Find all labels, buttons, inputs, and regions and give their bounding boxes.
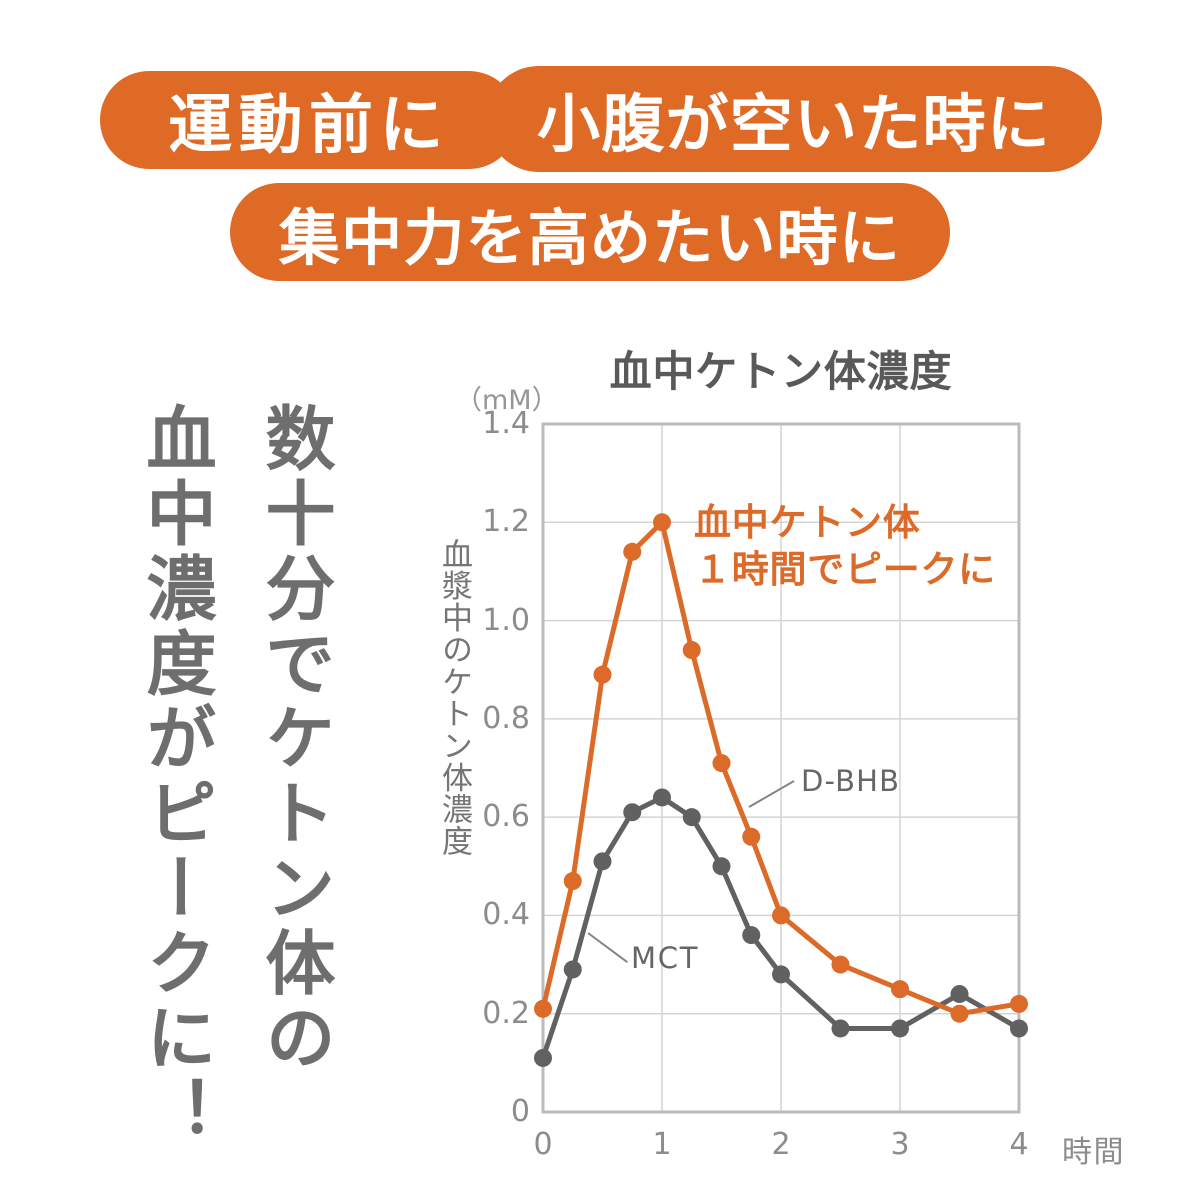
badge-label: 小腹が空いた時に <box>536 87 1052 161</box>
y-tick-0.6: 0.6 <box>482 799 530 835</box>
vertical-headline: 数十分でケトン体の 血中濃度がピークに！ <box>114 402 354 1202</box>
y-tick-0.8: 0.8 <box>482 700 530 736</box>
plot-border <box>541 422 1021 1114</box>
y-tick-0: 0 <box>510 1094 530 1129</box>
y-unit-label: （mM） <box>455 385 559 416</box>
headline-line-1: 数十分でケトン体の <box>254 402 336 1077</box>
x-tick-3: 3 <box>890 1127 910 1162</box>
series-MCT <box>534 788 1028 1067</box>
x-tick-2: 2 <box>771 1127 791 1162</box>
series-D-BHB <box>534 513 1028 1023</box>
headline-line-2: 血中濃度がピークに！ <box>135 402 217 1151</box>
y-tick-1.2: 1.2 <box>482 504 530 540</box>
dbhb-series-label: D-BHB <box>801 764 901 798</box>
mct-series-label: MCT <box>631 941 700 975</box>
x-tick-0: 0 <box>533 1127 553 1162</box>
badge-before-exercise: 運動前に <box>100 71 518 169</box>
badge-label: 運動前に <box>168 89 450 163</box>
x-axis-unit-label: 時間 <box>1062 1135 1125 1170</box>
y-axis-title: 血漿中のケトン体濃度 <box>436 538 472 858</box>
y-tick-1.4: 1.4 <box>482 406 530 441</box>
peak-annotation: 血中ケトン体 １時間でピークに <box>694 499 996 594</box>
x-tick-4: 4 <box>1009 1127 1029 1162</box>
y-tick-0.4: 0.4 <box>482 897 530 933</box>
y-tick-1.0: 1.0 <box>482 602 530 638</box>
chart-title: 血中ケトン体濃度 <box>609 347 953 396</box>
y-tick-0.2: 0.2 <box>482 995 530 1031</box>
peak-annotation-line-2: １時間でピークに <box>694 548 996 592</box>
peak-annotation-line-1: 血中ケトン体 <box>694 501 921 544</box>
badge-boost-focus: 集中力を高めたい時に <box>230 183 950 281</box>
badge-when-hungry: 小腹が空いた時に <box>486 66 1102 172</box>
x-tick-1: 1 <box>652 1127 672 1162</box>
badge-label: 集中力を高めたい時に <box>278 202 902 274</box>
